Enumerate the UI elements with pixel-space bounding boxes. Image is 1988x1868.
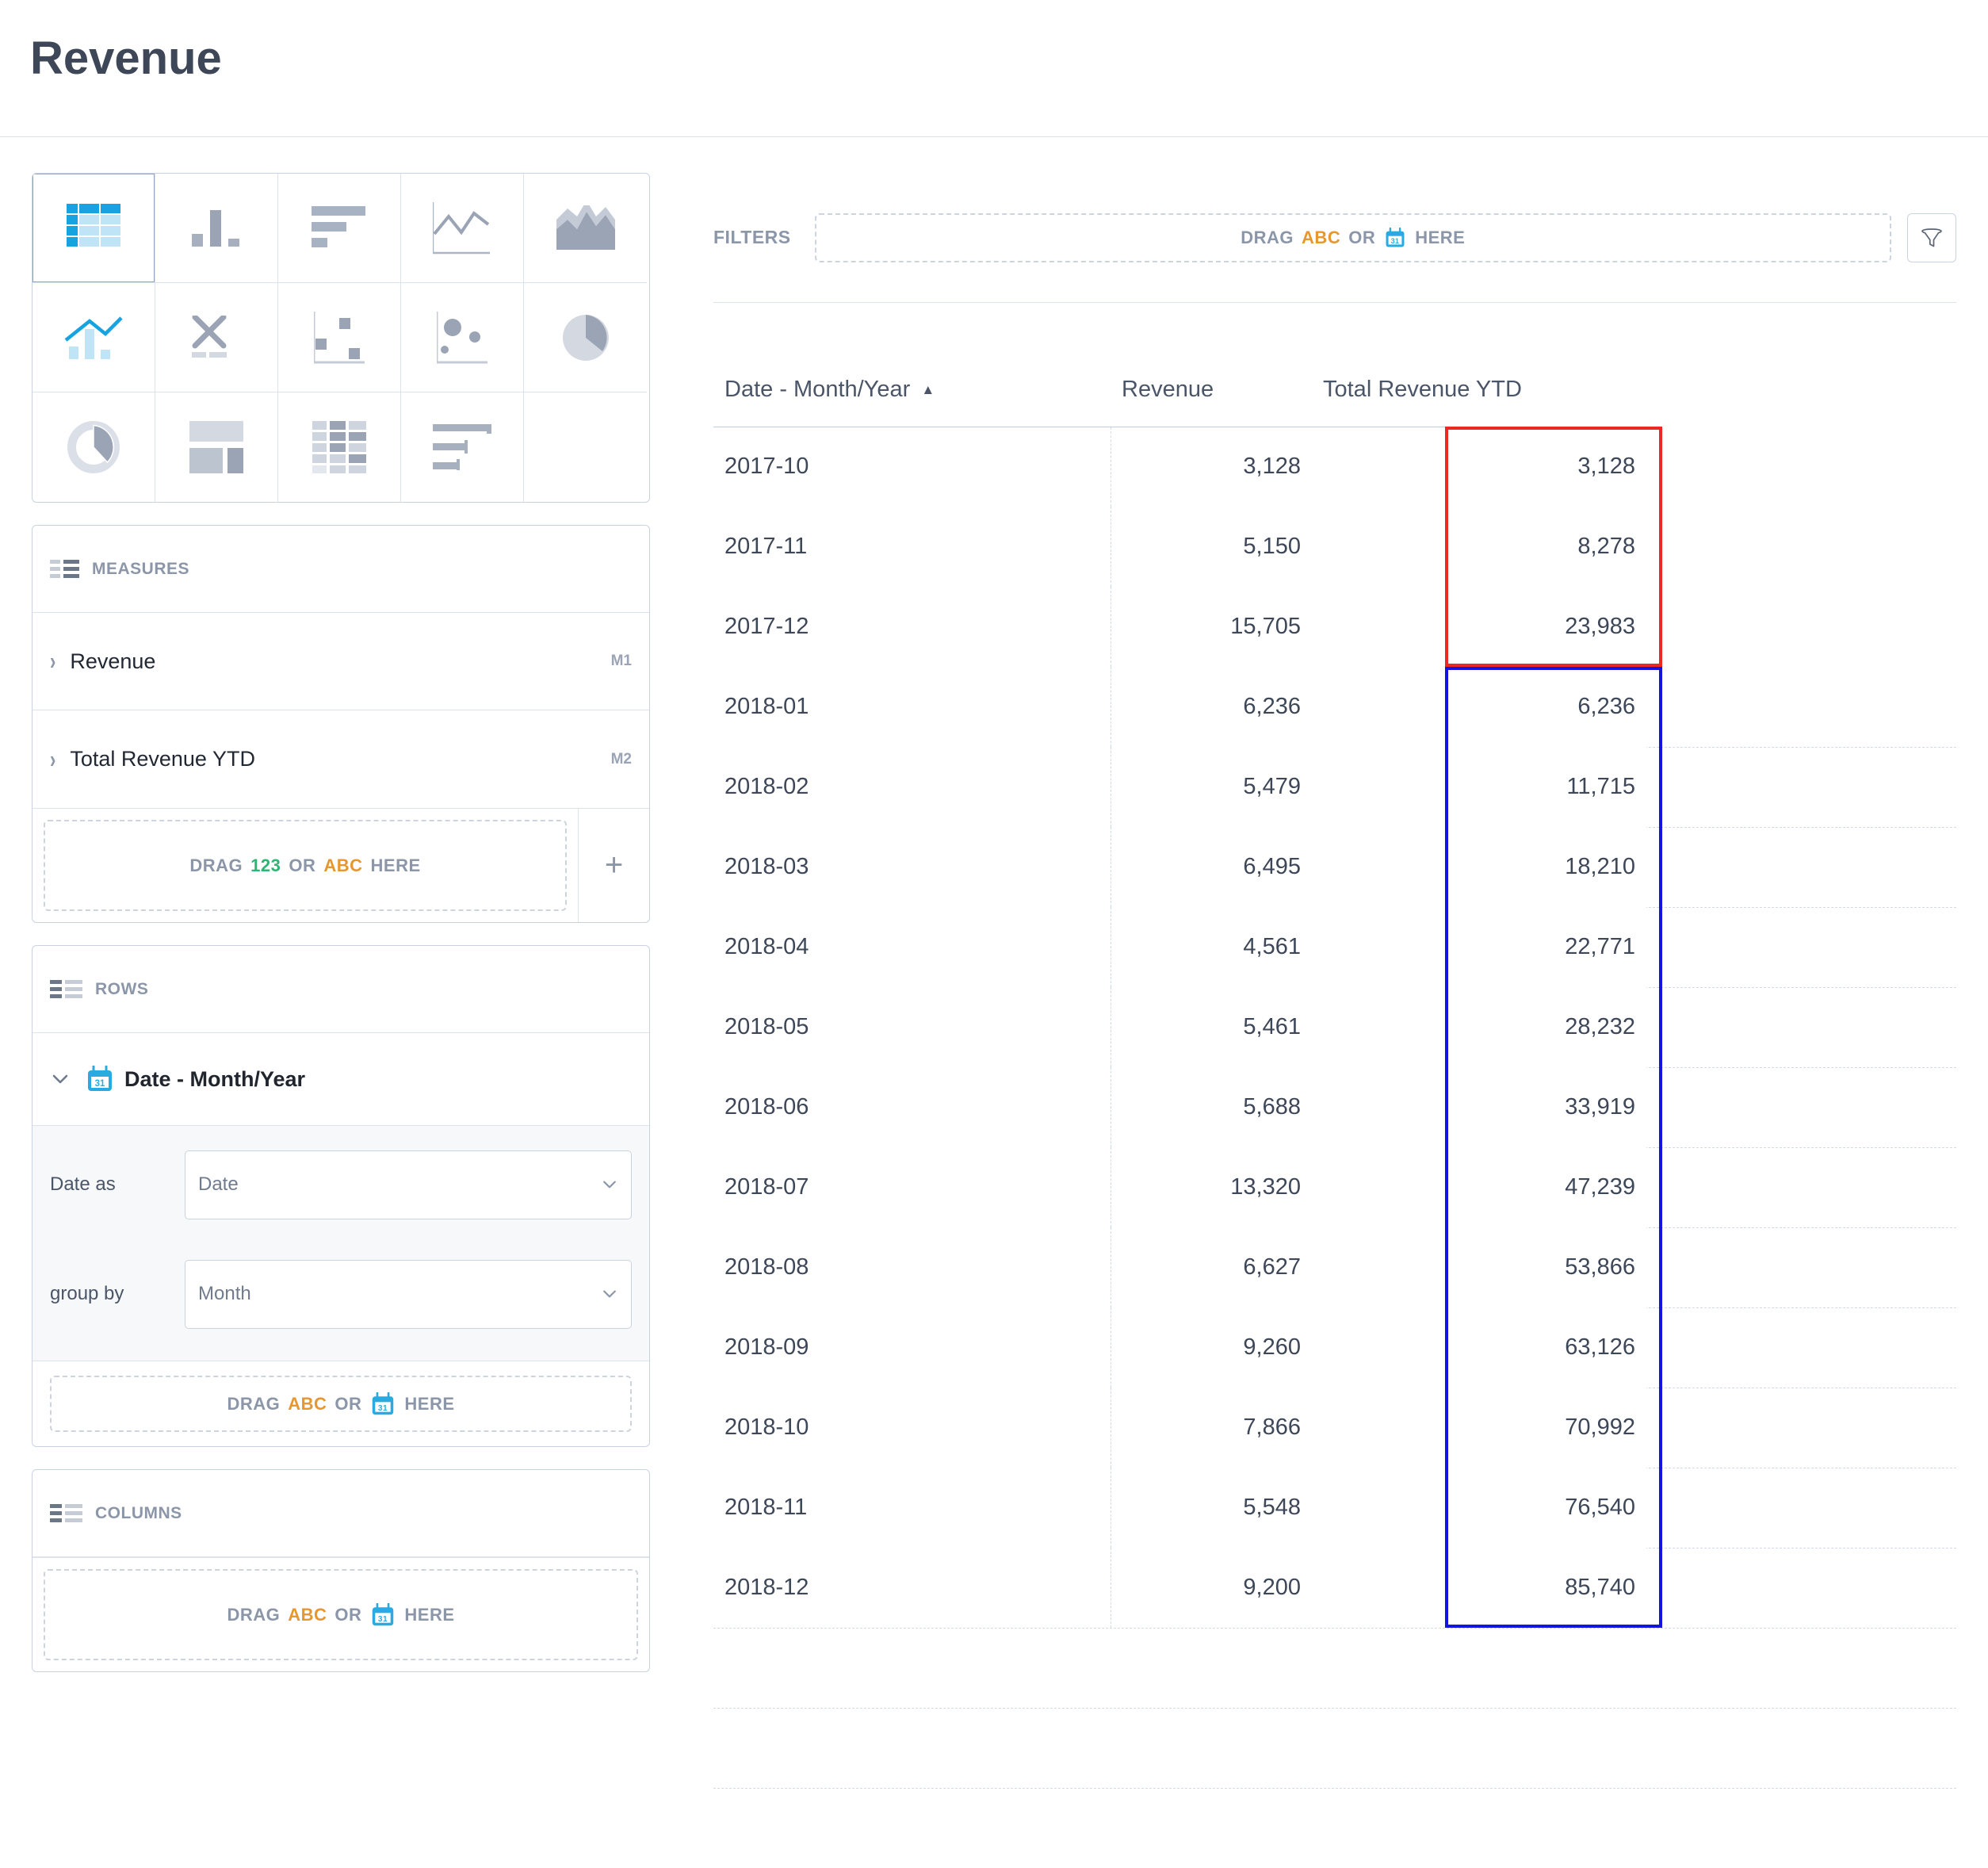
svg-text:31: 31 bbox=[378, 1403, 388, 1412]
svg-text:31: 31 bbox=[95, 1079, 105, 1089]
svg-text:31: 31 bbox=[378, 1614, 388, 1623]
svg-text:31: 31 bbox=[1391, 236, 1400, 244]
